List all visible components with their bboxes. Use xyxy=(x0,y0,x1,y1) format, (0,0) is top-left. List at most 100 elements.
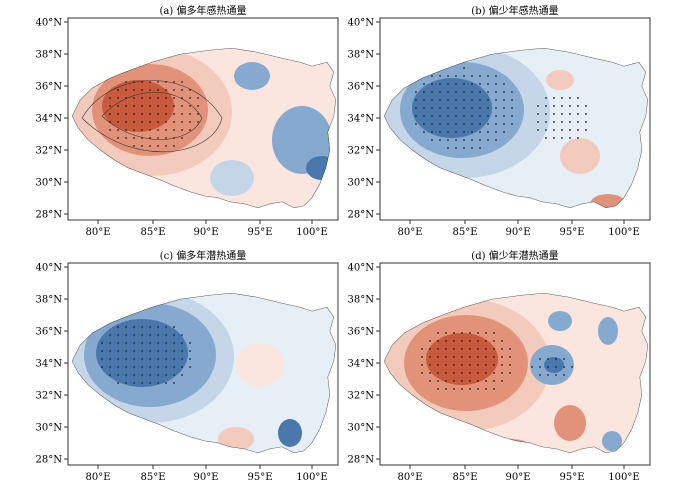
significance-dot xyxy=(555,374,557,376)
significance-dot xyxy=(463,147,465,149)
x-tick-label: 90°E xyxy=(193,227,218,238)
significance-dot xyxy=(455,75,457,77)
significance-dot xyxy=(493,380,495,382)
significance-dot xyxy=(487,131,489,133)
significance-dot xyxy=(437,364,439,366)
significance-dot xyxy=(547,366,549,368)
significance-dot xyxy=(125,97,127,99)
significance-dot xyxy=(125,350,127,352)
significance-dot xyxy=(141,334,143,336)
significance-dot xyxy=(503,131,505,133)
significance-dot xyxy=(165,121,167,123)
y-tick-label: 30°N xyxy=(36,178,63,189)
significance-dot xyxy=(471,115,473,117)
significance-dot xyxy=(439,115,441,117)
significance-dot xyxy=(117,358,119,360)
significance-dot xyxy=(439,99,441,101)
significance-dot xyxy=(471,75,473,77)
significance-dot xyxy=(447,91,449,93)
y-tick-label: 38°N xyxy=(36,50,63,61)
significance-dot xyxy=(539,374,541,376)
significance-dot xyxy=(437,332,439,334)
significance-dot xyxy=(109,358,111,360)
x-tick-label: 100°E xyxy=(608,472,639,483)
significance-dot xyxy=(189,358,191,360)
significance-dot xyxy=(469,356,471,358)
significance-dot xyxy=(149,145,151,147)
significance-dot xyxy=(141,366,143,368)
significance-dot xyxy=(173,89,175,91)
significance-dot xyxy=(165,137,167,139)
significance-dot xyxy=(431,115,433,117)
significance-dot xyxy=(545,137,547,139)
panel-c-frame xyxy=(67,262,339,466)
significance-dot xyxy=(189,113,191,115)
panel-b-field xyxy=(384,48,648,208)
significance-dot xyxy=(165,366,167,368)
significance-dot xyxy=(431,99,433,101)
significance-dot xyxy=(415,123,417,125)
significance-dot xyxy=(485,332,487,334)
significance-dot xyxy=(503,123,505,125)
significance-dot xyxy=(453,340,455,342)
significance-dot xyxy=(157,350,159,352)
significance-dot xyxy=(421,356,423,358)
significance-dot xyxy=(501,340,503,342)
significance-dot xyxy=(133,350,135,352)
y-tick-label: 36°N xyxy=(348,327,375,338)
significance-dot xyxy=(173,105,175,107)
significance-dot xyxy=(429,380,431,382)
significance-dot xyxy=(133,97,135,99)
significance-dot xyxy=(493,388,495,390)
x-tick-label: 80°E xyxy=(397,472,422,483)
significance-dot xyxy=(181,97,183,99)
significance-dot xyxy=(141,350,143,352)
significance-dot xyxy=(561,137,563,139)
significance-dot xyxy=(165,358,167,360)
y-tick-label: 34°N xyxy=(348,359,375,370)
y-tick-label: 28°N xyxy=(348,455,375,466)
x-tick-label: 100°E xyxy=(296,227,327,238)
significance-dot xyxy=(157,89,159,91)
significance-dot xyxy=(117,342,119,344)
panel-a: (a) 偏多年感热通量 xyxy=(67,4,339,221)
significance-dot xyxy=(561,105,563,107)
significance-dot xyxy=(181,81,183,83)
significance-dot xyxy=(485,380,487,382)
significance-dot xyxy=(553,121,555,123)
panel-d-frame xyxy=(379,262,651,466)
significance-dot xyxy=(125,137,127,139)
significance-dot xyxy=(157,326,159,328)
significance-dot xyxy=(469,340,471,342)
significance-dot xyxy=(125,113,127,115)
significance-dot xyxy=(509,364,511,366)
significance-dot xyxy=(569,129,571,131)
significance-dot xyxy=(485,372,487,374)
significance-dot xyxy=(485,348,487,350)
significance-dot xyxy=(149,334,151,336)
significance-dot xyxy=(141,145,143,147)
significance-dot xyxy=(461,340,463,342)
significance-dot xyxy=(455,115,457,117)
significance-dot xyxy=(437,388,439,390)
significance-dot xyxy=(415,115,417,117)
significance-dot xyxy=(431,107,433,109)
panel-c: (c) 偏多年潜热通量 xyxy=(67,249,339,466)
significance-dot xyxy=(133,326,135,328)
significance-dot xyxy=(157,121,159,123)
significance-dot xyxy=(141,382,143,384)
significance-dot xyxy=(173,366,175,368)
x-tick-label: 80°E xyxy=(85,472,110,483)
significance-dot xyxy=(109,366,111,368)
significance-dot xyxy=(447,115,449,117)
significance-dot xyxy=(165,81,167,83)
significance-dot xyxy=(471,139,473,141)
x-tick-label: 85°E xyxy=(140,227,165,238)
significance-dot xyxy=(149,121,151,123)
x-tick-label: 95°E xyxy=(559,227,584,238)
significance-dot xyxy=(439,131,441,133)
significance-dot xyxy=(455,99,457,101)
significance-dot xyxy=(117,350,119,352)
significance-dot xyxy=(157,382,159,384)
significance-dot xyxy=(463,115,465,117)
